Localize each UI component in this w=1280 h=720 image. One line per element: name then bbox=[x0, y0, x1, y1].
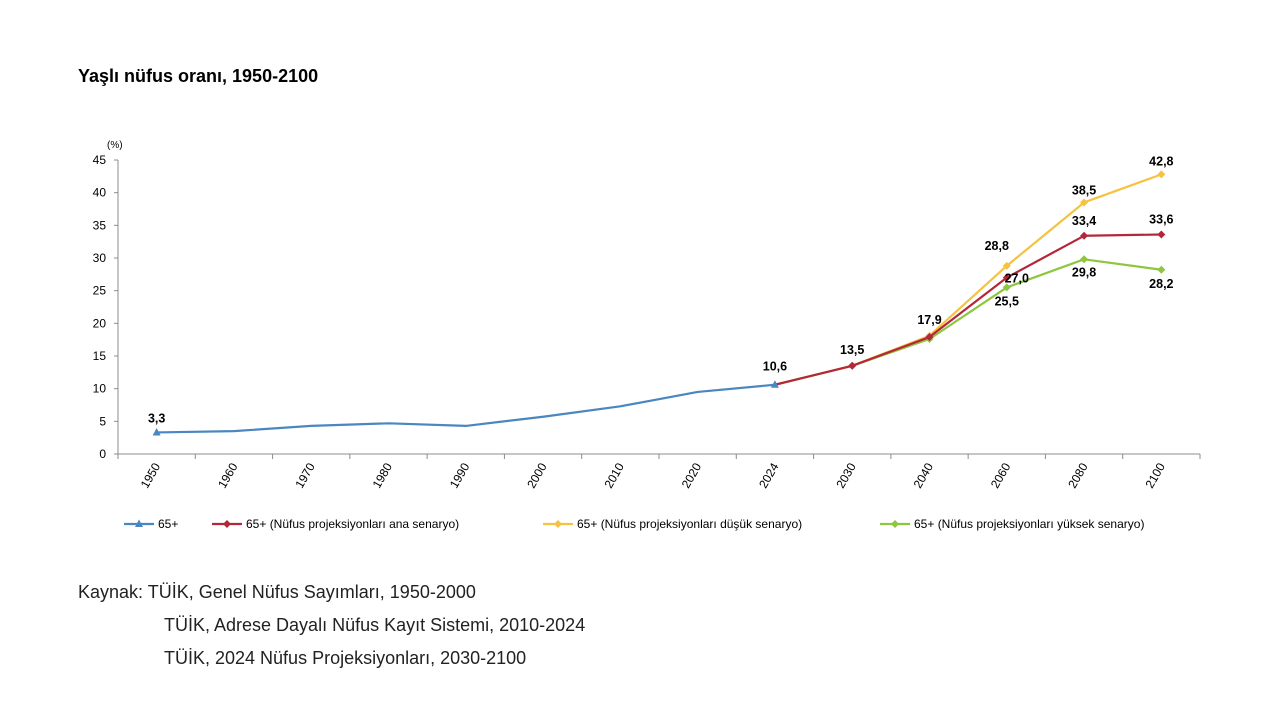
data-point bbox=[1002, 261, 1011, 270]
x-tick-label: 2030 bbox=[833, 460, 859, 490]
data-label: 33,6 bbox=[1149, 212, 1173, 226]
data-point bbox=[1157, 265, 1166, 274]
data-point bbox=[925, 333, 934, 342]
series-line bbox=[774, 173, 1162, 386]
data-label: 27,0 bbox=[1005, 272, 1029, 286]
legend-label: 65+ bbox=[158, 517, 178, 531]
data-label: 28,8 bbox=[985, 239, 1009, 253]
x-tick-label: 2060 bbox=[988, 460, 1014, 490]
y-tick-label: 45 bbox=[93, 153, 107, 167]
series-line bbox=[774, 258, 1162, 386]
data-label: 13,5 bbox=[840, 343, 864, 357]
x-tick-label: 2010 bbox=[601, 460, 627, 490]
data-label: 17,9 bbox=[917, 313, 941, 327]
y-axis-unit: (%) bbox=[107, 140, 123, 151]
data-point bbox=[848, 361, 857, 370]
data-label: 3,3 bbox=[148, 411, 165, 425]
chart-title: Yaşlı nüfus oranı, 1950-2100 bbox=[78, 66, 319, 86]
source-note: Kaynak: TÜİK, Genel Nüfus Sayımları, 195… bbox=[78, 576, 585, 675]
legend-marker bbox=[135, 519, 143, 527]
x-tick-label: 2000 bbox=[524, 460, 550, 490]
legend-label: 65+ (Nüfus projeksiyonları düşük senaryo… bbox=[577, 517, 802, 531]
x-tick-label: 2020 bbox=[679, 460, 705, 490]
data-label: 33,4 bbox=[1072, 214, 1096, 228]
legend-label: 65+ (Nüfus projeksiyonları yüksek senary… bbox=[914, 517, 1144, 531]
source-line-2: TÜİK, Adrese Dayalı Nüfus Kayıt Sistemi,… bbox=[164, 615, 586, 635]
data-point bbox=[770, 380, 779, 388]
y-tick-label: 25 bbox=[93, 284, 107, 298]
x-tick-label: 1980 bbox=[370, 460, 396, 490]
legend-marker bbox=[554, 520, 562, 528]
data-label: 29,8 bbox=[1072, 265, 1096, 279]
x-tick-label: 2100 bbox=[1142, 460, 1168, 490]
x-tick-label: 1950 bbox=[138, 460, 164, 490]
x-tick-label: 2080 bbox=[1065, 460, 1091, 490]
data-point bbox=[1157, 170, 1166, 179]
data-point bbox=[152, 427, 161, 436]
legend-marker bbox=[223, 520, 231, 528]
data-point bbox=[1080, 255, 1089, 264]
y-tick-label: 20 bbox=[93, 316, 107, 330]
y-tick-label: 10 bbox=[93, 382, 107, 396]
data-label: 10,6 bbox=[763, 360, 787, 374]
series-line bbox=[156, 383, 776, 434]
data-point bbox=[1002, 273, 1011, 282]
data-label: 38,5 bbox=[1072, 183, 1096, 197]
source-line-1: Kaynak: TÜİK, Genel Nüfus Sayımları, 195… bbox=[78, 582, 476, 602]
data-point bbox=[1157, 230, 1166, 239]
series-line bbox=[774, 233, 1162, 386]
data-point bbox=[1002, 283, 1011, 292]
x-tick-label: 2024 bbox=[756, 460, 782, 490]
line-chart: 0 5 10 15 20 25 30 35 40 45(%) 1950 1960 1970 1980 199… bbox=[93, 140, 1201, 531]
y-tick-label: 30 bbox=[93, 251, 107, 265]
x-tick-label: 1970 bbox=[292, 460, 318, 490]
legend-label: 65+ (Nüfus projeksiyonları ana senaryo) bbox=[246, 517, 459, 531]
y-tick-label: 0 bbox=[99, 447, 106, 461]
y-tick-label: 40 bbox=[93, 186, 107, 200]
data-label: 28,2 bbox=[1149, 277, 1173, 291]
y-tick-label: 35 bbox=[93, 218, 107, 232]
x-tick-label: 2040 bbox=[911, 460, 937, 490]
data-point bbox=[1080, 198, 1089, 207]
y-tick-label: 15 bbox=[93, 349, 107, 363]
y-tick-label: 5 bbox=[99, 414, 106, 428]
data-point bbox=[1080, 231, 1089, 240]
source-line-3: TÜİK, 2024 Nüfus Projeksiyonları, 2030-2… bbox=[164, 648, 527, 668]
legend-marker bbox=[891, 520, 899, 528]
x-tick-label: 1990 bbox=[447, 460, 473, 490]
data-label: 42,8 bbox=[1149, 154, 1173, 168]
x-tick-label: 1960 bbox=[215, 460, 241, 490]
data-label: 25,5 bbox=[995, 294, 1019, 308]
